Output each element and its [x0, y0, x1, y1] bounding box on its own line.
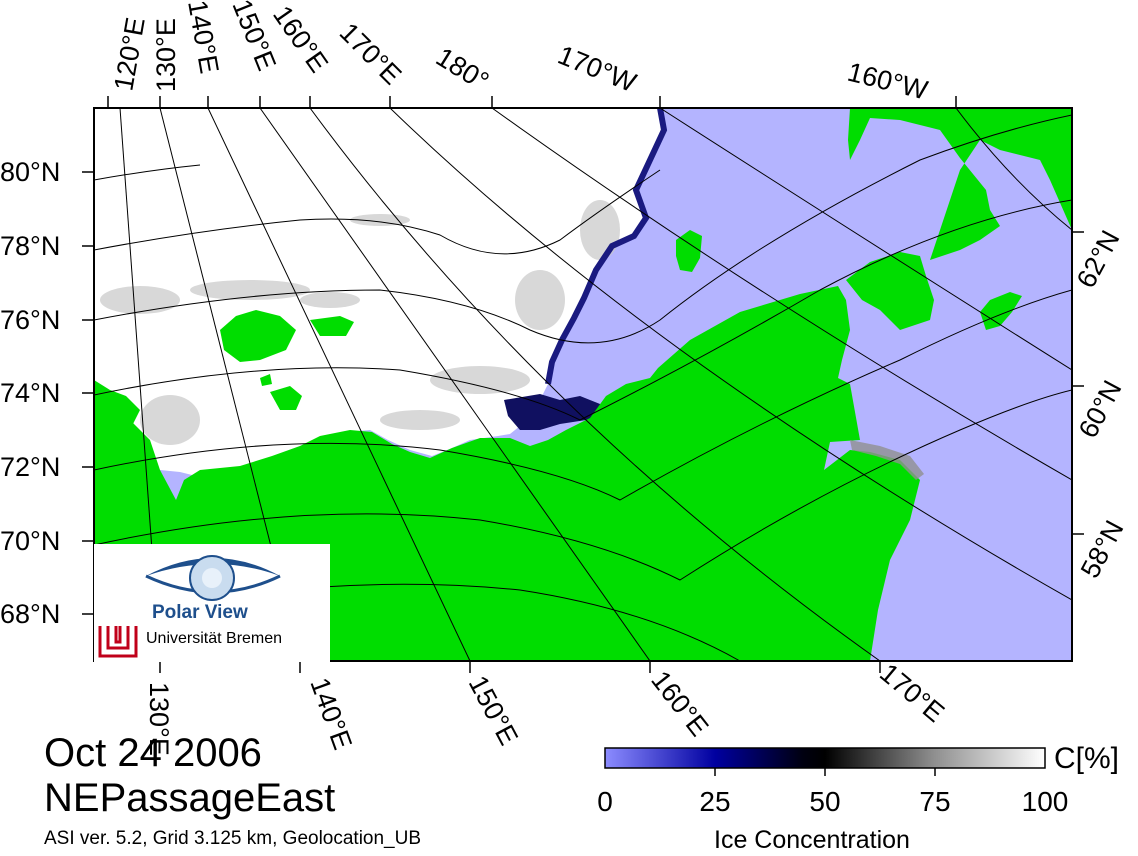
lat-label-74n: 74°N [0, 378, 60, 408]
lat-label-80n: 80°N [0, 157, 60, 187]
ice-edge-dark [504, 394, 606, 430]
map-frame [93, 107, 1073, 662]
logo-subtitle: Universität Bremen [146, 630, 283, 647]
date-title: Oct 24 2006 [44, 731, 262, 775]
region-title: NEPassageEast [44, 776, 336, 820]
eye-icon [98, 555, 281, 658]
colorbar-tick-75: 75 [919, 786, 951, 817]
lon-label-top-150e: 150°E [226, 0, 281, 75]
st-lawrence-island [980, 292, 1022, 330]
lat-label-62n: 62°N [1071, 225, 1126, 292]
island-lyakhovsky [270, 386, 302, 410]
lat-label-68n: 68°N [0, 599, 60, 629]
lat-label-70n: 70°N [0, 526, 60, 556]
alaska-land [848, 108, 1072, 260]
lat-label-72n: 72°N [0, 452, 60, 482]
lon-label-bottom-150e: 150°E [463, 671, 524, 750]
west-land [94, 380, 140, 440]
lon-label-bottom-170e: 170°E [874, 658, 950, 728]
polar-view-logo: Polar View Universität Bremen [94, 544, 330, 662]
meta-info: ASI ver. 5.2, Grid 3.125 km, Geolocation… [44, 828, 422, 849]
colorbar-ticks [714, 768, 936, 776]
lat-label-76n: 76°N [0, 305, 60, 335]
coast-shelf [850, 440, 924, 480]
lat-label-58n: 58°N [1075, 515, 1130, 582]
wrangel-island [676, 230, 702, 272]
island-small [260, 374, 272, 386]
island-kotelny [310, 316, 354, 336]
lon-label-bottom-140e: 140°E [304, 674, 357, 754]
colorbar [604, 747, 1046, 769]
colorbar-tick-25: 25 [699, 786, 731, 817]
lon-label-top-130e: 130°E [151, 18, 181, 92]
new-siberian-islands [220, 310, 296, 362]
lon-label-top-170e: 170°E [334, 17, 407, 90]
graticule [94, 108, 1072, 661]
lon-label-top-140e: 140°E [182, 0, 224, 76]
lon-label-top-180: 180° [431, 42, 494, 97]
lon-label-top-120e: 120°E [108, 15, 150, 93]
colorbar-unit: C[%] [1054, 742, 1120, 775]
colorbar-tick-0: 0 [597, 786, 613, 817]
colorbar-tick-100: 100 [1021, 786, 1069, 817]
logo-title: Polar View [152, 602, 248, 623]
ice-texture [100, 200, 620, 445]
colorbar-tick-50: 50 [809, 786, 841, 817]
lon-label-top-170w: 170°W [554, 40, 641, 98]
chukotka-peninsula [846, 252, 934, 330]
lon-label-top-160w: 160°W [845, 57, 932, 106]
lat-label-78n: 78°N [0, 231, 60, 261]
tick-marks [82, 96, 1084, 673]
lon-label-top-160e: 160°E [267, 0, 334, 78]
colorbar-title: Ice Concentration [714, 826, 910, 854]
lon-label-bottom-130e: 130°E [144, 682, 174, 756]
lon-label-bottom-160e: 160°E [645, 665, 714, 742]
